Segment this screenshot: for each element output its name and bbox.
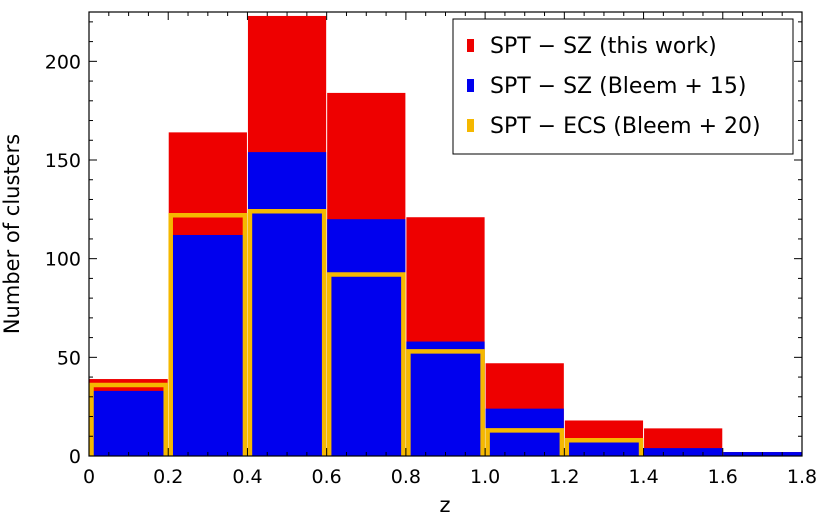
legend: SPT − SZ (this work) SPT − SZ (Bleem + 1…	[452, 18, 794, 155]
legend-box	[452, 18, 794, 155]
x-tick-label: 0.8	[391, 466, 421, 488]
x-axis-title: z	[439, 493, 450, 517]
ecs-outline	[485, 428, 565, 456]
y-tick-label: 150	[45, 150, 81, 172]
y-tick-label: 50	[57, 347, 81, 369]
y-axis-title: Number of clusters	[0, 134, 24, 334]
x-tick-label: 0	[83, 466, 95, 488]
ecs-outline	[89, 382, 168, 456]
legend-swatch-this-work	[467, 39, 474, 52]
bar-bleem15	[327, 219, 406, 456]
x-tick-label: 0.6	[312, 466, 342, 488]
y-tick-label: 0	[69, 446, 81, 468]
bar-bleem15	[89, 390, 168, 456]
x-tick-label: 0.2	[153, 466, 183, 488]
x-tick-label: 1.6	[708, 466, 738, 488]
x-tick-label: 1.4	[628, 466, 658, 488]
bar-bleem15	[247, 152, 327, 456]
x-tick-label: 0.4	[232, 466, 262, 488]
ecs-outline	[564, 437, 644, 456]
ecs-outline-layer	[89, 209, 644, 456]
ticks-layer: 0 0.2 0.4 0.6 0.8 1.0 1.2 1.4 1.6 1.8 0 50 100 150 200	[45, 12, 817, 488]
bar-bleem15	[168, 234, 247, 456]
ecs-outline	[326, 272, 406, 456]
ecs-outline	[406, 349, 485, 456]
ecs-outline	[247, 209, 327, 456]
y-tick-label: 200	[45, 51, 81, 73]
legend-label-bleem20: SPT − ECS (Bleem + 20)	[490, 114, 761, 139]
legend-swatch-bleem20	[467, 119, 474, 132]
x-tick-label: 1.2	[549, 466, 579, 488]
bar-bleem15	[406, 341, 485, 456]
ecs-outline	[168, 213, 248, 456]
x-tick-label: 1.0	[470, 466, 500, 488]
legend-swatch-bleem15	[467, 79, 474, 92]
legend-label-bleem15: SPT − SZ (Bleem + 15)	[490, 74, 746, 99]
x-tick-label: 1.8	[787, 466, 817, 488]
legend-label-this-work: SPT − SZ (this work)	[490, 34, 717, 59]
y-tick-label: 100	[45, 249, 81, 271]
